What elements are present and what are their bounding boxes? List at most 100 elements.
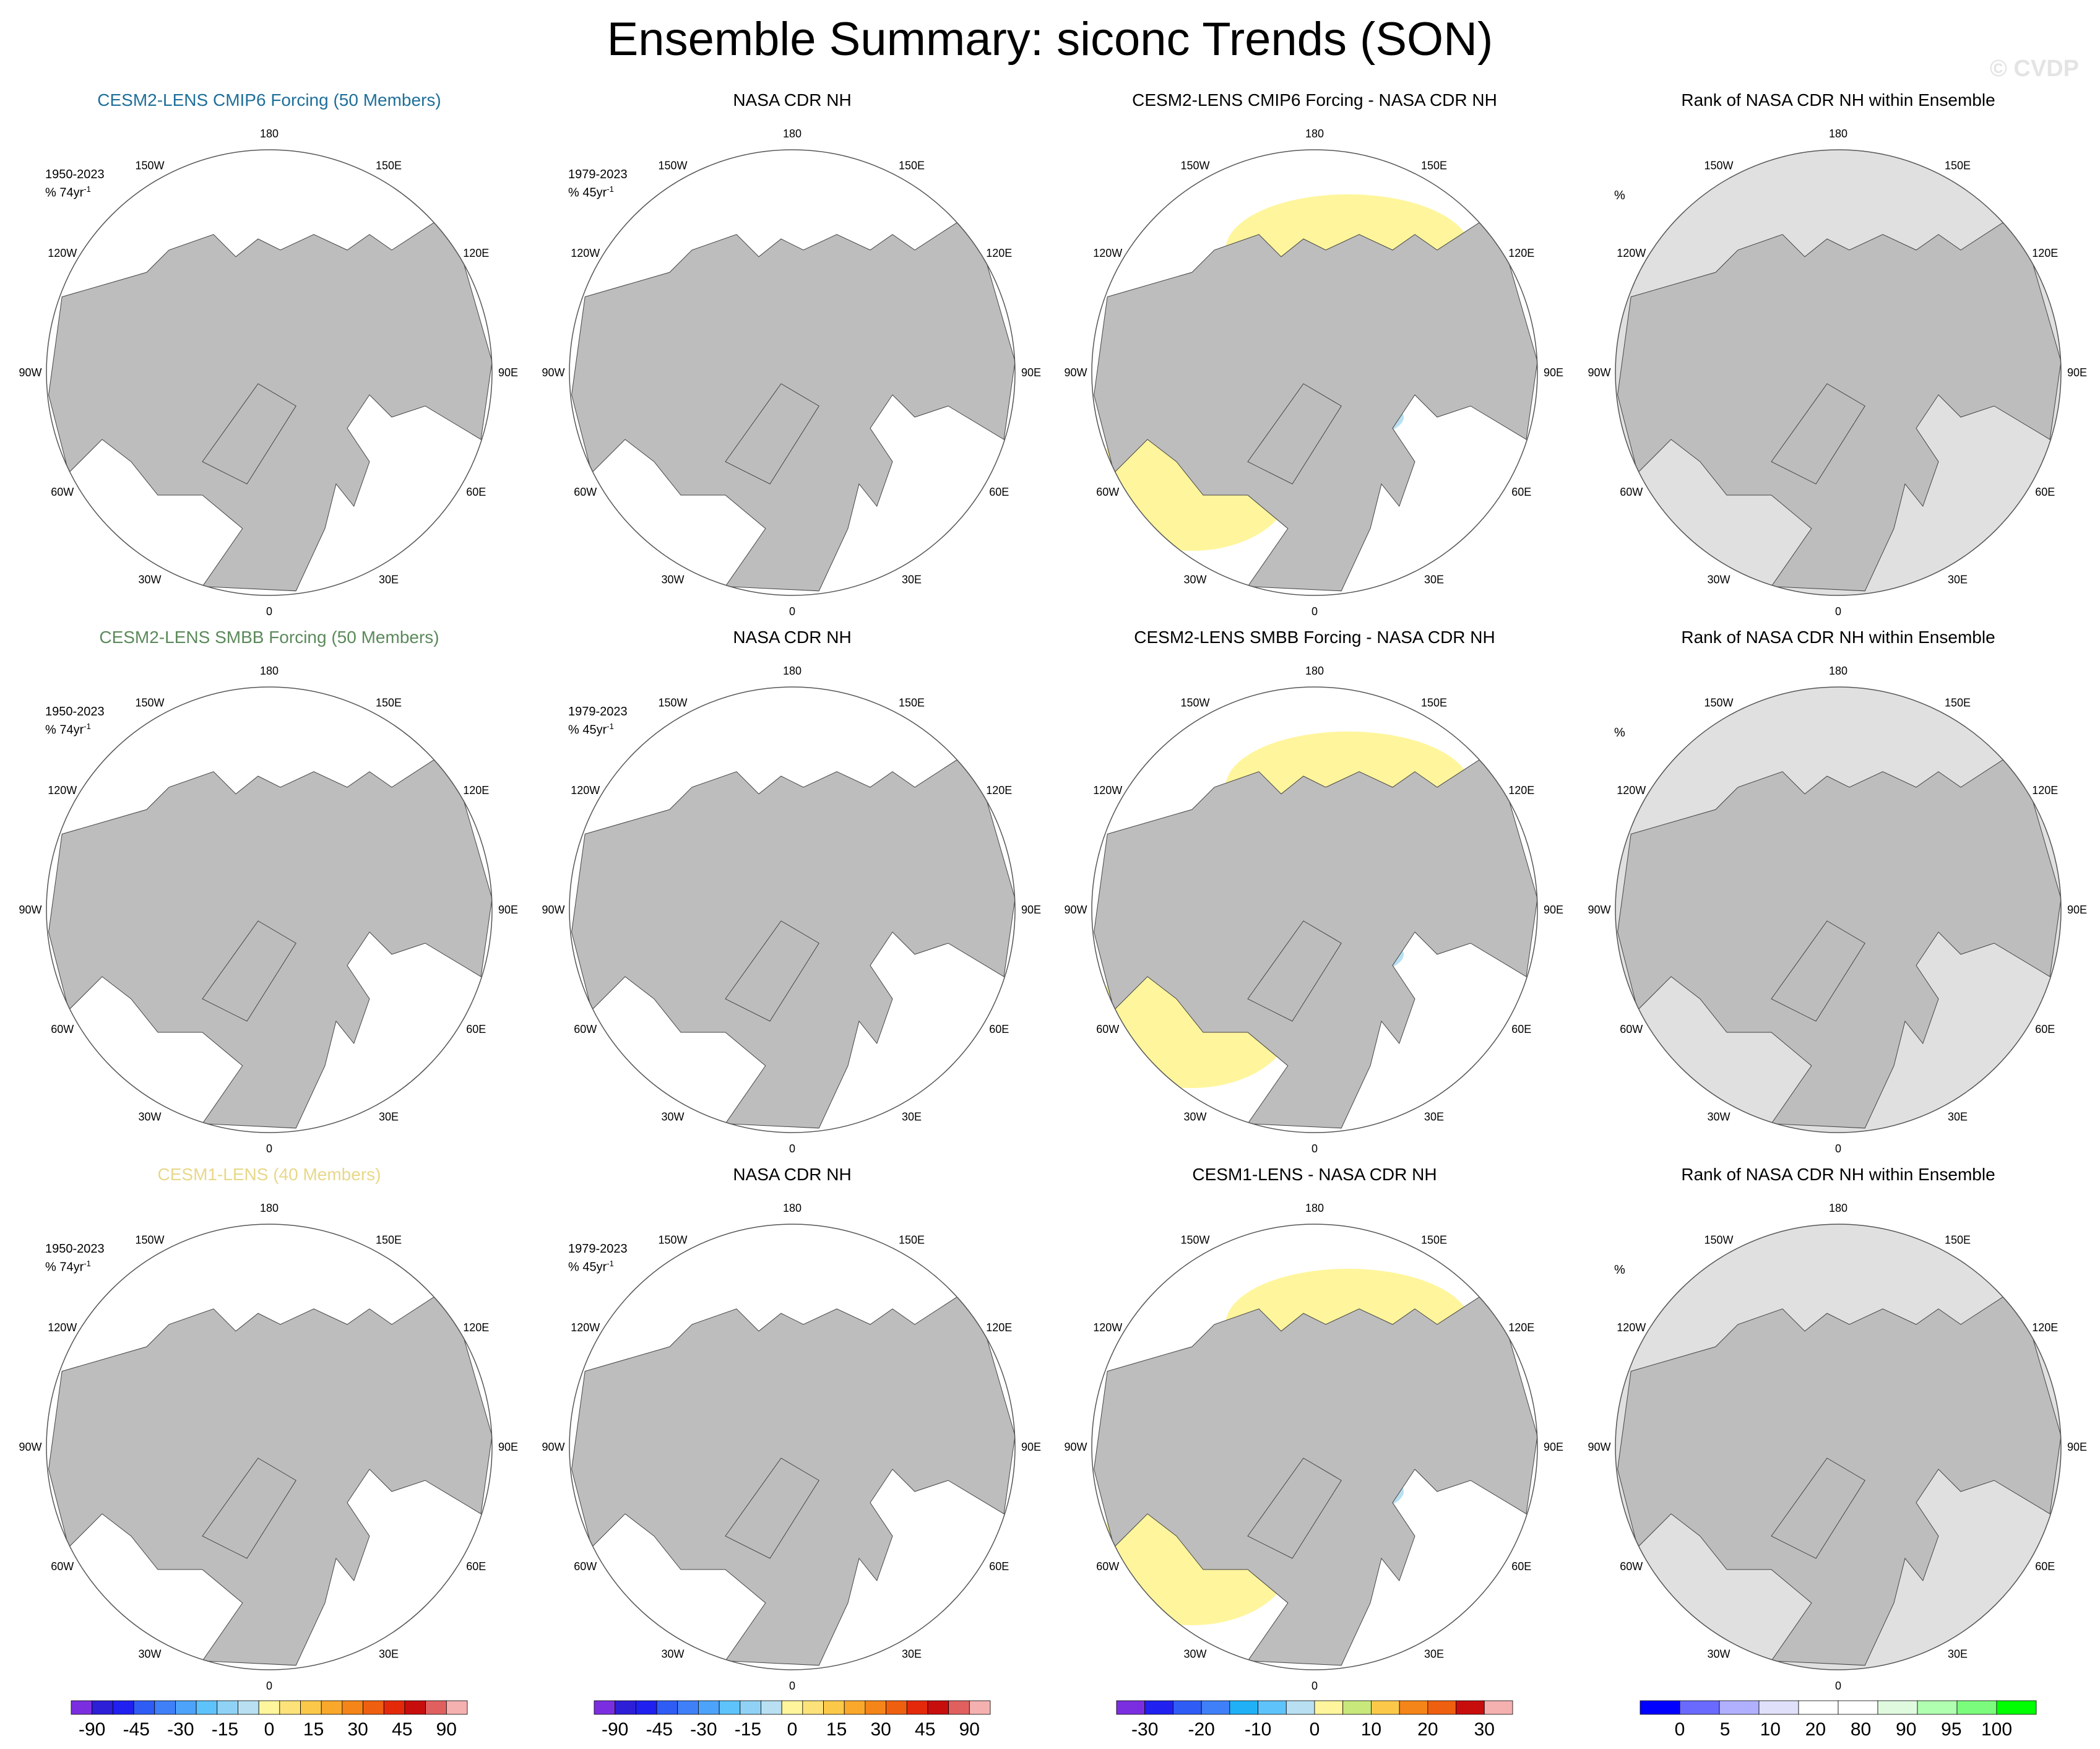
colorbar-swatch	[1371, 1700, 1400, 1715]
longitude-label: 150W	[1704, 1234, 1733, 1246]
colorbar-swatch	[1484, 1700, 1513, 1715]
longitude-label: 180	[1305, 1202, 1324, 1214]
colorbar-label: 30	[1474, 1719, 1495, 1740]
longitude-label: 120E	[463, 247, 489, 259]
longitude-label: 150W	[658, 697, 687, 709]
longitude-label: 30W	[1183, 573, 1206, 585]
colorbar-label: 30	[870, 1719, 891, 1740]
longitude-label: 60E	[989, 1560, 1009, 1573]
rank-units-label: %	[1614, 189, 1625, 202]
colorbar-label: -15	[212, 1719, 238, 1740]
land-mask	[725, 1458, 819, 1559]
longitude-label: 60E	[1511, 1560, 1531, 1573]
longitude-label: 120E	[1508, 247, 1534, 259]
page-title: Ensemble Summary: siconc Trends (SON)	[607, 13, 1493, 66]
longitude-label: 150W	[1180, 160, 1209, 172]
longitude-label: 90E	[1544, 1441, 1563, 1453]
colorbar-swatch	[1877, 1700, 1918, 1715]
polar-map: 180 150E 120E 90E 60E 30E 0 30W 60W 90W 120W 150W	[1064, 127, 1563, 618]
colorbar-label: -90	[602, 1719, 628, 1740]
longitude-label: 90E	[1021, 1441, 1041, 1453]
units-label: % 74yr-1	[45, 1259, 91, 1274]
longitude-label: 150W	[1704, 697, 1733, 709]
longitude-label: 30E	[1424, 1648, 1444, 1660]
colorbar-swatch	[615, 1700, 636, 1715]
land-mask	[202, 920, 296, 1022]
longitude-label: 30E	[379, 1110, 399, 1123]
longitude-label: 180	[260, 665, 279, 677]
longitude-label: 180	[1305, 665, 1324, 677]
period-label: 1979-2023	[568, 1242, 628, 1256]
polar-map: 180 150E 120E 90E 60E 30E 0 30W 60W 90W 120W 150W	[1588, 127, 2087, 618]
cvdp-watermark: © CVDP	[1989, 56, 2079, 82]
panel-title: CESM1-LENS - NASA CDR NH	[1192, 1165, 1437, 1184]
longitude-label: 150E	[1421, 160, 1447, 172]
colorbar-label: 80	[1851, 1719, 1871, 1740]
longitude-label: 90E	[2067, 904, 2087, 916]
colorbar-swatch	[1956, 1700, 1997, 1715]
colorbar-label: 90	[436, 1719, 457, 1740]
longitude-label: 180	[1829, 127, 1847, 140]
map-boundary	[46, 686, 493, 1133]
longitude-label: 30W	[138, 1648, 161, 1660]
colorbar-swatch	[802, 1700, 824, 1715]
colorbar-swatch	[1758, 1700, 1799, 1715]
longitude-label: 90W	[19, 366, 41, 379]
colorbar-label: 15	[826, 1719, 847, 1740]
panel-title: NASA CDR NH	[733, 90, 852, 110]
colorbar-swatch	[1173, 1700, 1202, 1715]
colorbar-swatch	[300, 1700, 322, 1715]
colorbar-swatch	[1917, 1700, 1958, 1715]
longitude-label: 150W	[135, 1234, 164, 1246]
longitude-label: 150E	[1421, 1234, 1447, 1246]
longitude-label: 60W	[574, 486, 597, 498]
longitude-label: 150E	[376, 1234, 402, 1246]
polar-map: 180 150E 120E 90E 60E 30E 0 30W 60W 90W 120W 150W	[542, 1202, 1041, 1692]
longitude-label: 180	[1829, 1202, 1847, 1214]
colorbar-label: 20	[1805, 1719, 1826, 1740]
longitude-label: 90W	[1064, 904, 1087, 916]
longitude-label: 180	[1305, 127, 1324, 140]
colorbar-label: 0	[1675, 1719, 1685, 1740]
longitude-label: 120E	[463, 784, 489, 797]
longitude-label: 30E	[902, 573, 922, 585]
longitude-label: 0	[266, 1680, 272, 1692]
period-units-label: 1979-2023 % 45yr-1	[568, 704, 628, 738]
longitude-label: 150W	[1180, 1234, 1209, 1246]
longitude-label: 90E	[2067, 366, 2087, 379]
land-mask	[1247, 1458, 1342, 1559]
longitude-label: 120W	[1093, 247, 1122, 259]
map-boundary	[569, 1224, 1016, 1670]
map-boundary	[1091, 686, 1538, 1133]
rank-units-label: %	[1614, 726, 1625, 740]
colorbar-swatch	[698, 1700, 720, 1715]
longitude-label: 180	[260, 127, 279, 140]
longitude-label: 60E	[2035, 1560, 2055, 1573]
longitude-label: 150E	[1421, 697, 1447, 709]
colorbar-swatch	[969, 1700, 991, 1715]
colorbar-swatch	[1640, 1700, 1680, 1715]
longitude-label: 120E	[2032, 1321, 2058, 1334]
colorbar-label: 0	[264, 1719, 275, 1740]
colorbar-swatch	[1285, 1700, 1315, 1715]
map-boundary	[1091, 1224, 1538, 1670]
colorbar-swatch	[363, 1700, 384, 1715]
longitude-label: 180	[783, 127, 802, 140]
colorbar-swatch	[446, 1700, 468, 1715]
longitude-label: 60E	[989, 486, 1009, 498]
longitude-label: 60W	[574, 1560, 597, 1573]
units-label: % 45yr-1	[568, 1259, 614, 1274]
longitude-label: 120W	[1093, 1321, 1122, 1334]
colorbar: -30 -20 -10 0 10 20 30	[1116, 1700, 1513, 1740]
longitude-label: 60E	[1511, 1023, 1531, 1035]
longitude-label: 0	[1311, 1142, 1318, 1155]
colorbar-swatch	[1144, 1700, 1173, 1715]
colorbar-swatch	[425, 1700, 447, 1715]
colorbar-swatch	[1456, 1700, 1485, 1715]
longitude-label: 30W	[1707, 1648, 1730, 1660]
longitude-label: 150E	[899, 1234, 925, 1246]
colorbar-swatch	[1201, 1700, 1230, 1715]
longitude-label: 90W	[19, 1441, 41, 1453]
units-label: % 74yr-1	[45, 184, 91, 200]
longitude-label: 180	[783, 665, 802, 677]
